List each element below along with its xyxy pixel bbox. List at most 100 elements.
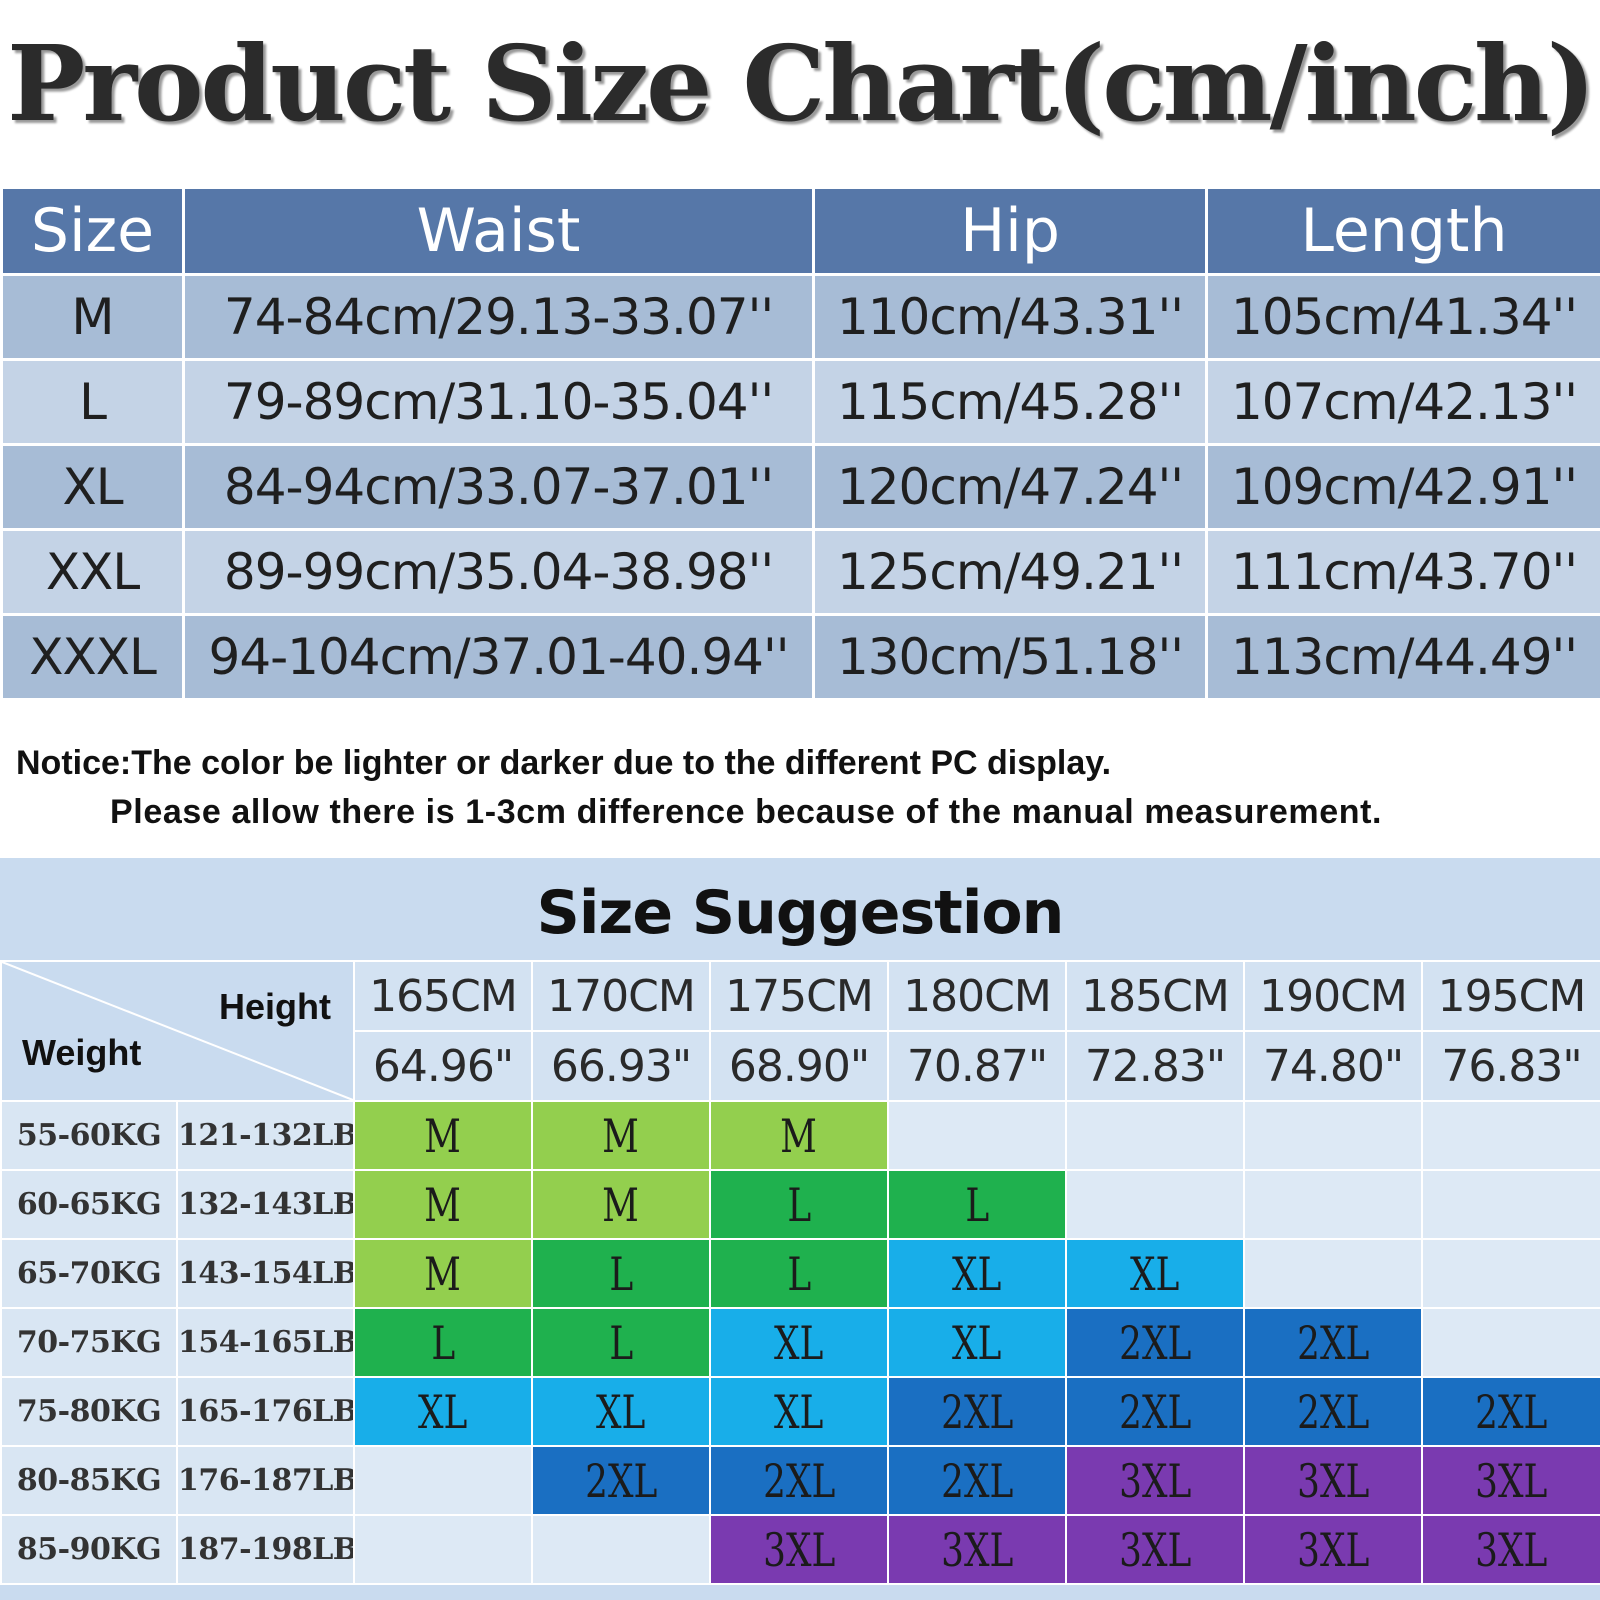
size-suggestion-cell: 3XL: [1421, 1445, 1600, 1516]
size-suggestion-cell: XL: [1065, 1238, 1245, 1309]
size-suggestion-cell: 3XL: [1243, 1514, 1423, 1585]
suggested-size-label: L: [609, 1315, 633, 1370]
size-suggestion-cell: M: [353, 1169, 533, 1240]
suggested-size-label: 2XL: [584, 1453, 658, 1508]
empty-suggestion-cell: [353, 1445, 533, 1516]
size-suggestion-cell: M: [709, 1100, 889, 1171]
height-label: Height: [219, 986, 331, 1027]
empty-suggestion-cell: [1065, 1100, 1245, 1171]
suggestion-row: 85-90KG 187-198LB 3XL 3XL 3XL 3XL 3XL: [0, 1514, 1600, 1585]
header-waist: Waist: [182, 186, 815, 276]
table-row: M 74-84cm/29.13-33.07'' 110cm/43.31'' 10…: [0, 273, 1600, 361]
suggested-size-label: XL: [774, 1315, 824, 1370]
empty-suggestion-cell: [1065, 1169, 1245, 1240]
suggested-size-label: 2XL: [1118, 1315, 1192, 1370]
suggested-size-label: M: [424, 1177, 462, 1232]
size-suggestion-cell: XL: [531, 1376, 711, 1447]
suggested-size-label: 2XL: [1475, 1384, 1548, 1439]
weight-lb-cell: 143-154LB: [176, 1238, 355, 1309]
length-cell: 111cm/43.70'': [1205, 528, 1600, 616]
suggested-size-label: M: [602, 1177, 640, 1232]
notice-color: Notice:The color be lighter or darker du…: [16, 744, 1112, 782]
height-inch-cell: 64.96": [353, 1030, 533, 1102]
size-chart-table: Size Waist Hip Length M 74-84cm/29.13-33…: [0, 186, 1600, 701]
height-inch-cell: 66.93": [531, 1030, 711, 1102]
waist-cell: 74-84cm/29.13-33.07'': [182, 273, 815, 361]
suggested-size-label: L: [787, 1177, 811, 1232]
weight-lb-cell: 187-198LB: [176, 1514, 355, 1585]
header-length: Length: [1205, 186, 1600, 276]
empty-suggestion-cell: [887, 1100, 1067, 1171]
height-inch-cell: 68.90": [709, 1030, 889, 1102]
size-suggestion-cell: L: [531, 1307, 711, 1378]
waist-cell: 94-104cm/37.01-40.94'': [182, 613, 815, 701]
height-inch-row: 64.96" 66.93" 68.90" 70.87" 72.83" 74.80…: [1, 1030, 1600, 1102]
suggested-size-label: 3XL: [1475, 1522, 1548, 1577]
empty-suggestion-cell: [1421, 1100, 1600, 1171]
height-inch-cell: 72.83": [1065, 1030, 1245, 1102]
empty-suggestion-cell: [1421, 1238, 1600, 1309]
hip-cell: 110cm/43.31'': [812, 273, 1208, 361]
empty-suggestion-cell: [531, 1514, 711, 1585]
size-suggestion-cell: M: [353, 1100, 533, 1171]
size-suggestion-cell: L: [531, 1238, 711, 1309]
size-suggestion-cell: M: [531, 1169, 711, 1240]
suggested-size-label: XL: [418, 1384, 468, 1439]
hip-cell: 120cm/47.24'': [812, 443, 1208, 531]
size-suggestion-cell: 2XL: [1243, 1376, 1423, 1447]
weight-kg-cell: 65-70KG: [0, 1238, 178, 1309]
suggested-size-label: 2XL: [1296, 1315, 1370, 1370]
suggested-size-label: 3XL: [1296, 1453, 1370, 1508]
header-size: Size: [0, 186, 185, 276]
size-suggestion-cell: L: [887, 1169, 1067, 1240]
size-suggestion-table: Height Weight 165CM 170CM 175CM 180CM 18…: [0, 960, 1600, 1585]
weight-kg-cell: 55-60KG: [0, 1100, 178, 1171]
hip-cell: 115cm/45.28'': [812, 358, 1208, 446]
suggested-size-label: 2XL: [940, 1384, 1014, 1439]
waist-cell: 84-94cm/33.07-37.01'': [182, 443, 815, 531]
height-inch-cell: 76.83": [1421, 1030, 1600, 1102]
suggested-size-label: L: [431, 1315, 455, 1370]
size-suggestion-cell: 3XL: [1065, 1514, 1245, 1585]
length-cell: 105cm/41.34'': [1205, 273, 1600, 361]
height-cm-cell: 185CM: [1065, 960, 1245, 1032]
height-cm-cell: 195CM: [1421, 960, 1600, 1032]
suggested-size-label: 3XL: [1118, 1453, 1192, 1508]
size-suggestion-cell: 2XL: [1421, 1376, 1600, 1447]
suggested-size-label: 2XL: [762, 1453, 836, 1508]
size-suggestion-cell: 2XL: [531, 1445, 711, 1516]
suggested-size-label: L: [787, 1246, 811, 1301]
suggestion-row: 75-80KG 165-176LB XL XL XL 2XL 2XL 2XL 2XL: [0, 1376, 1600, 1447]
size-suggestion-cell: 2XL: [1065, 1376, 1245, 1447]
suggested-size-label: XL: [596, 1384, 646, 1439]
weight-lb-cell: 121-132LB: [176, 1100, 355, 1171]
suggested-size-label: XL: [952, 1315, 1002, 1370]
weight-kg-cell: 70-75KG: [0, 1307, 178, 1378]
page-title: Product Size Chart(cm/inch): [7, 22, 1596, 145]
table-row: L 79-89cm/31.10-35.04'' 115cm/45.28'' 10…: [0, 358, 1600, 446]
size-suggestion-cell: 2XL: [1243, 1307, 1423, 1378]
empty-suggestion-cell: [1243, 1100, 1423, 1171]
suggestion-row: 70-75KG 154-165LB L L XL XL 2XL 2XL: [0, 1307, 1600, 1378]
weight-kg-cell: 75-80KG: [0, 1376, 178, 1447]
length-cell: 109cm/42.91'': [1205, 443, 1600, 531]
suggestion-row: 80-85KG 176-187LB 2XL 2XL 2XL 3XL 3XL 3XL: [0, 1445, 1600, 1516]
suggested-size-label: 3XL: [1118, 1522, 1192, 1577]
suggested-size-label: XL: [774, 1384, 824, 1439]
size-cell: XXXL: [0, 613, 185, 701]
weight-kg-cell: 60-65KG: [0, 1169, 178, 1240]
weight-lb-cell: 165-176LB: [176, 1376, 355, 1447]
suggested-size-label: XL: [952, 1246, 1002, 1301]
suggested-size-label: 3XL: [1296, 1522, 1370, 1577]
size-suggestion-cell: 2XL: [887, 1445, 1067, 1516]
size-suggestion-cell: 2XL: [709, 1445, 889, 1516]
length-cell: 107cm/42.13'': [1205, 358, 1600, 446]
height-cm-row: Height Weight 165CM 170CM 175CM 180CM 18…: [0, 960, 1600, 1102]
suggested-size-label: 2XL: [940, 1453, 1014, 1508]
size-suggestion-cell: M: [353, 1238, 533, 1309]
length-cell: 113cm/44.49'': [1205, 613, 1600, 701]
waist-cell: 79-89cm/31.10-35.04'': [182, 358, 815, 446]
weight-lb-cell: 132-143LB: [176, 1169, 355, 1240]
table-row: XXXL 94-104cm/37.01-40.94'' 130cm/51.18'…: [0, 613, 1600, 701]
height-cm-cell: 175CM: [709, 960, 889, 1032]
